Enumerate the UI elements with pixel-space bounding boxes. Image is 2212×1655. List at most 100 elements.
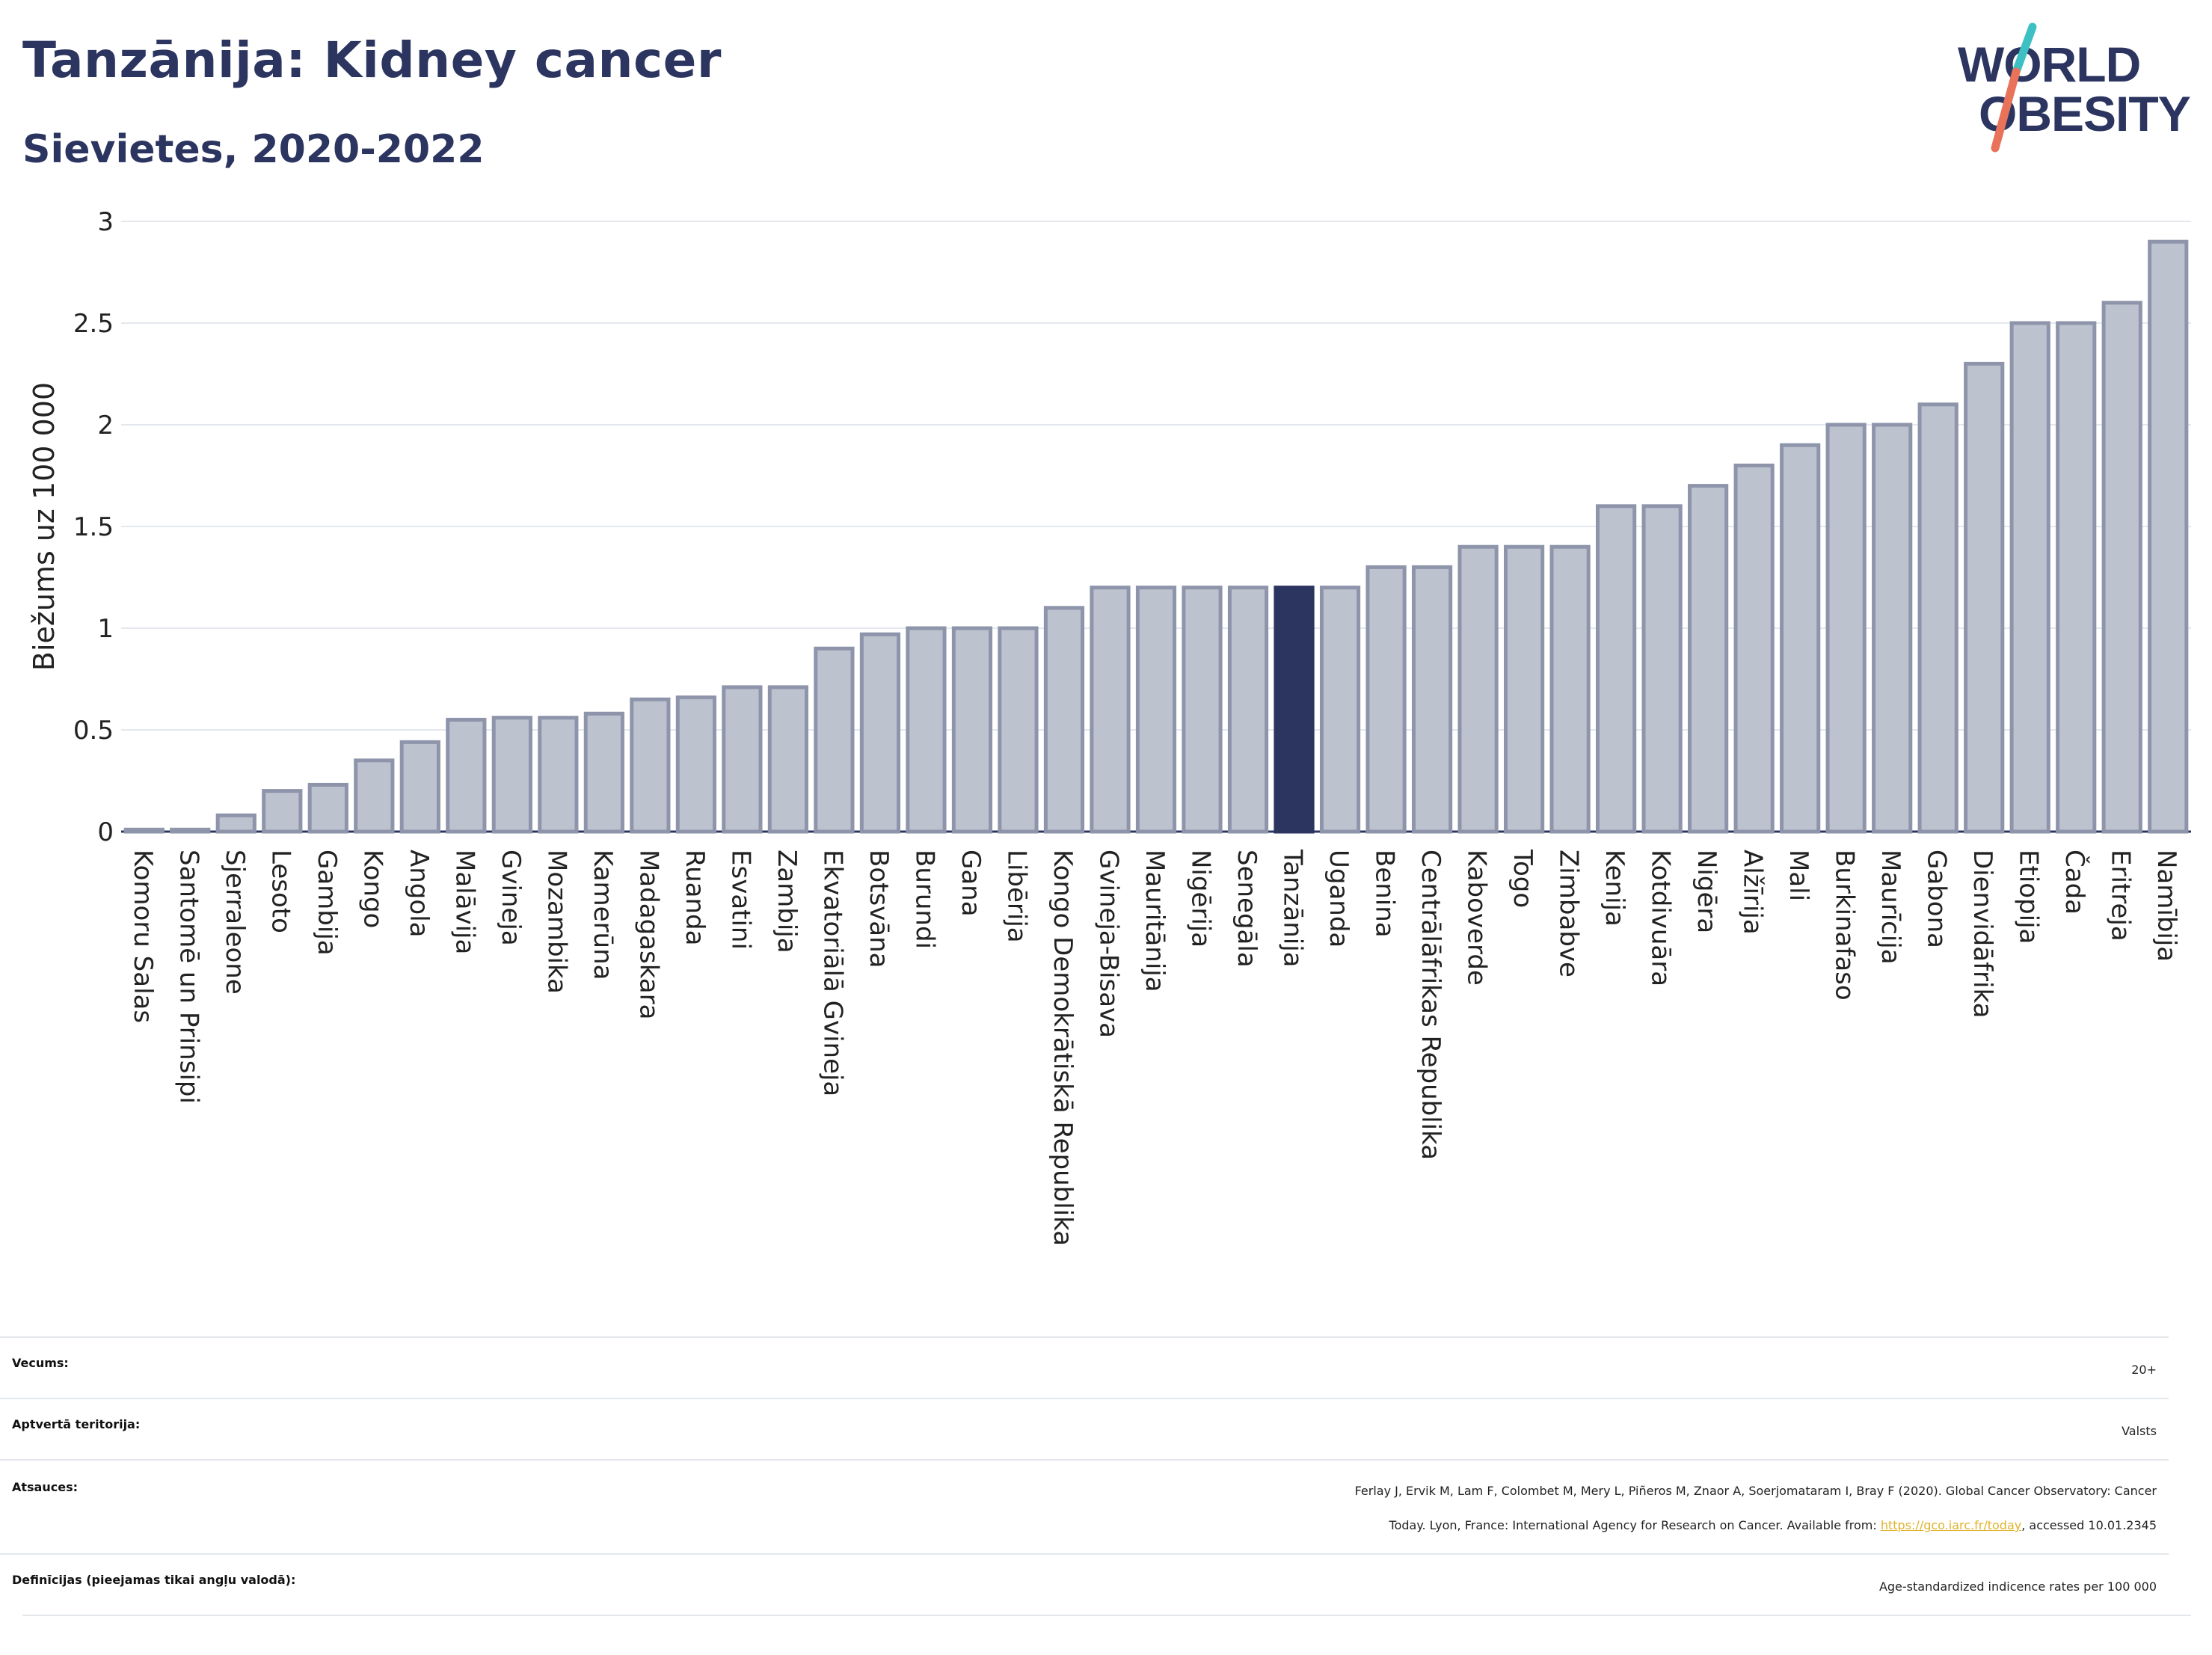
bar[interactable] (1825, 423, 1867, 834)
bar[interactable] (1688, 484, 1729, 834)
bar[interactable] (1365, 565, 1407, 834)
x-tick-label: Mali (1784, 850, 1813, 901)
x-tick-label: Etiopija (2014, 850, 2044, 944)
x-tick-label: Mauritānija (1140, 850, 1170, 992)
x-tick-label: Komoru Salas (128, 850, 158, 1023)
bar[interactable] (998, 626, 1039, 834)
x-tick-label: Eritreja (2106, 850, 2136, 942)
bar-highlight[interactable] (1274, 586, 1315, 834)
bar[interactable] (1043, 606, 1085, 834)
meta-refs-line2: Today. Lyon, France: International Agenc… (1355, 1508, 2157, 1543)
x-tick-label: Kamerūna (588, 850, 618, 980)
meta-coverage-value: Valsts (2122, 1424, 2157, 1438)
x-tick-label: Burkinafaso (1830, 850, 1860, 1001)
bar[interactable] (906, 626, 947, 834)
bar[interactable] (1411, 565, 1453, 834)
bar[interactable] (1182, 586, 1223, 834)
x-tick-label: Esvatini (725, 850, 755, 950)
bar[interactable] (1780, 443, 1821, 834)
x-tick-label: Zambija (772, 850, 802, 954)
bar[interactable] (630, 697, 671, 834)
meta-refs-link[interactable]: https://gco.iarc.fr/today (1880, 1518, 2022, 1532)
bars (123, 239, 2189, 834)
bar[interactable] (2148, 239, 2189, 834)
x-tick-label: Kaboverde (1462, 850, 1492, 986)
x-tick-label: Kongo Demokrātiskā Republika (1048, 850, 1078, 1246)
x-tick-label: Centrālāfrikas Republika (1416, 850, 1446, 1160)
bar[interactable] (2056, 321, 2097, 834)
x-tick-label: Botsvāna (864, 850, 894, 968)
world-obesity-logo[interactable]: WORLD OBESITY (1944, 21, 2191, 156)
bar[interactable] (767, 685, 809, 834)
x-tick-label: Lesoto (265, 850, 295, 933)
y-tick-label: 2 (97, 411, 114, 440)
bar[interactable] (951, 626, 993, 834)
bar[interactable] (583, 711, 624, 834)
x-tick-label: Ruanda (680, 850, 710, 945)
x-tick-label: Ekvatoriālā Gvineja (817, 850, 847, 1096)
meta-row-age: Vecums: 20+ (0, 1336, 2169, 1399)
x-tick-label: Alžīrija (1738, 850, 1768, 935)
meta-refs-accessed: , accessed 10.01.2345 (2021, 1518, 2157, 1532)
x-tick-label: Angola (404, 850, 434, 937)
bar[interactable] (354, 758, 395, 834)
bar[interactable] (1227, 586, 1269, 834)
x-tick-label: Kenija (1600, 850, 1629, 927)
bar[interactable] (675, 695, 716, 834)
bar[interactable] (1549, 544, 1591, 834)
bar[interactable] (1917, 402, 1958, 834)
bar[interactable] (1503, 544, 1545, 834)
x-tick-label: Kongo (357, 850, 387, 928)
bar[interactable] (538, 716, 579, 834)
bar[interactable] (1872, 423, 1913, 834)
x-tick-label: Madagaskara (633, 850, 663, 1019)
y-tick-label: 1.5 (73, 512, 114, 542)
bar[interactable] (446, 717, 487, 834)
bar[interactable] (1135, 586, 1177, 834)
meta-defs-label: Definīcijas (pieejamas tikai angļu valod… (12, 1573, 296, 1587)
bar[interactable] (722, 685, 763, 834)
bar[interactable] (1964, 361, 2005, 834)
x-tick-label: Dienvidāfrika (1967, 850, 1997, 1018)
page-subtitle: Sievietes, 2020-2022 (22, 127, 485, 172)
x-tick-label: Gvineja-Bisava (1093, 850, 1123, 1038)
meta-row-references: Atsauces: Ferlay J, Ervik M, Lam F, Colo… (0, 1459, 2169, 1555)
bar[interactable] (1319, 586, 1361, 834)
bar[interactable] (123, 827, 165, 834)
bar[interactable] (170, 827, 211, 834)
bar[interactable] (1596, 504, 1637, 834)
x-tick-label: Santomē un Prinsipi (173, 850, 203, 1104)
logo-slash-icon (1991, 22, 2037, 153)
bar[interactable] (1457, 544, 1499, 834)
y-tick-label: 3 (97, 207, 114, 237)
bar[interactable] (1641, 504, 1683, 834)
meta-age-value: 20+ (2131, 1363, 2157, 1377)
x-tick-label: Gambija (312, 850, 342, 956)
bar[interactable] (1733, 463, 1775, 834)
bar[interactable] (814, 646, 855, 834)
bar[interactable] (491, 716, 532, 834)
x-tick-label: Mozambika (541, 850, 571, 994)
y-axis-label: Biežums uz 100 000 (28, 382, 61, 671)
bar[interactable] (215, 813, 256, 834)
y-tick-label: 1 (97, 614, 114, 644)
bar[interactable] (2101, 301, 2142, 834)
x-tick-label: Benina (1370, 850, 1400, 938)
x-tick-label: Namībija (2151, 850, 2181, 962)
bar[interactable] (307, 782, 348, 834)
x-tick-label: Kotdivuāra (1646, 850, 1676, 986)
meta-refs-label: Atsauces: (12, 1480, 78, 1494)
y-tick-label: 2.5 (73, 309, 114, 339)
bar[interactable] (262, 789, 303, 834)
bar[interactable] (2009, 321, 2050, 834)
x-tick-label: Gana (956, 850, 986, 917)
x-tick-label: Uganda (1324, 850, 1354, 948)
bar[interactable] (399, 740, 440, 834)
meta-defs-value: Age-standardized indicence rates per 100… (1878, 1579, 2157, 1594)
bar[interactable] (1090, 586, 1131, 834)
x-tick-labels: Komoru Salas Santomē un Prinsipi Sjerraleo… (128, 849, 2181, 1246)
x-tick-label: Malāvija (449, 850, 479, 954)
meta-refs-value: Ferlay J, Ervik M, Lam F, Colombet M, Me… (1355, 1474, 2157, 1543)
bar[interactable] (859, 632, 901, 834)
x-tick-label: Nigēra (1692, 850, 1721, 933)
